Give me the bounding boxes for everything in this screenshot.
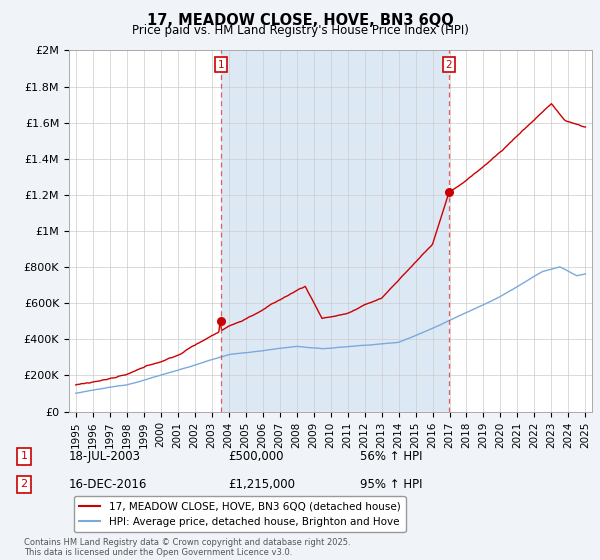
Bar bbox=[221, 50, 449, 412]
Text: Contains HM Land Registry data © Crown copyright and database right 2025.
This d: Contains HM Land Registry data © Crown c… bbox=[24, 538, 350, 557]
Text: 17, MEADOW CLOSE, HOVE, BN3 6QQ: 17, MEADOW CLOSE, HOVE, BN3 6QQ bbox=[146, 13, 454, 28]
Legend: 17, MEADOW CLOSE, HOVE, BN3 6QQ (detached house), HPI: Average price, detached h: 17, MEADOW CLOSE, HOVE, BN3 6QQ (detache… bbox=[74, 496, 406, 532]
Text: 95% ↑ HPI: 95% ↑ HPI bbox=[360, 478, 422, 491]
Text: 1: 1 bbox=[20, 451, 28, 461]
Text: 18-JUL-2003: 18-JUL-2003 bbox=[69, 450, 141, 463]
Text: 56% ↑ HPI: 56% ↑ HPI bbox=[360, 450, 422, 463]
Text: 1: 1 bbox=[218, 60, 224, 70]
Text: 2: 2 bbox=[20, 479, 28, 489]
Text: 16-DEC-2016: 16-DEC-2016 bbox=[69, 478, 148, 491]
Text: £1,215,000: £1,215,000 bbox=[228, 478, 295, 491]
Text: 2: 2 bbox=[446, 60, 452, 70]
Text: £500,000: £500,000 bbox=[228, 450, 284, 463]
Text: Price paid vs. HM Land Registry's House Price Index (HPI): Price paid vs. HM Land Registry's House … bbox=[131, 24, 469, 37]
